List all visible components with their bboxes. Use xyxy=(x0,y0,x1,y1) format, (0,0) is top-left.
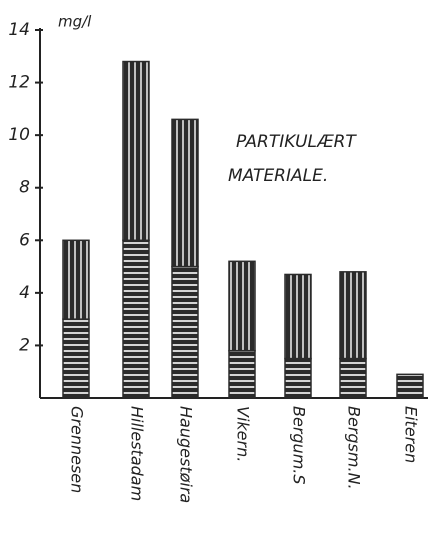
bar-segment xyxy=(339,271,367,360)
x-tick-label: Bergum.S xyxy=(290,406,309,485)
x-tick-label: Hillestadam xyxy=(128,406,147,501)
chart-title: PARTIKULÆRT xyxy=(236,132,357,152)
bar-segment xyxy=(62,318,90,399)
bar-segment xyxy=(62,239,90,320)
bar-segment xyxy=(171,265,199,399)
y-tick-label: 8 xyxy=(19,178,30,198)
bar-segment xyxy=(228,260,256,352)
bar-segment xyxy=(122,239,150,399)
y-tick-label: 6 xyxy=(19,230,30,250)
x-tick-label: Bergsm.N. xyxy=(345,406,364,490)
y-tick-label: 12 xyxy=(8,73,30,93)
x-tick-label: Eiteren xyxy=(402,406,421,463)
x-tick-label: Vikern. xyxy=(234,406,253,462)
bar-segment xyxy=(396,373,424,399)
x-tick-label: Grennesen xyxy=(68,406,87,493)
y-unit: mg/l xyxy=(58,13,92,31)
bar-segment xyxy=(228,349,256,399)
y-tick-label: 14 xyxy=(8,20,30,40)
y-tick-label: 10 xyxy=(8,125,30,145)
bar-segment xyxy=(284,273,312,360)
bar-segment xyxy=(171,118,199,268)
bar-segment xyxy=(122,60,150,242)
x-tick-label: Haugestøira xyxy=(177,406,196,503)
bar-segment xyxy=(284,357,312,399)
y-tick-label: 4 xyxy=(19,283,30,303)
y-tick-label: 2 xyxy=(19,335,30,355)
bar-segment xyxy=(339,357,367,399)
chart-title: MATERIALE. xyxy=(228,166,328,186)
